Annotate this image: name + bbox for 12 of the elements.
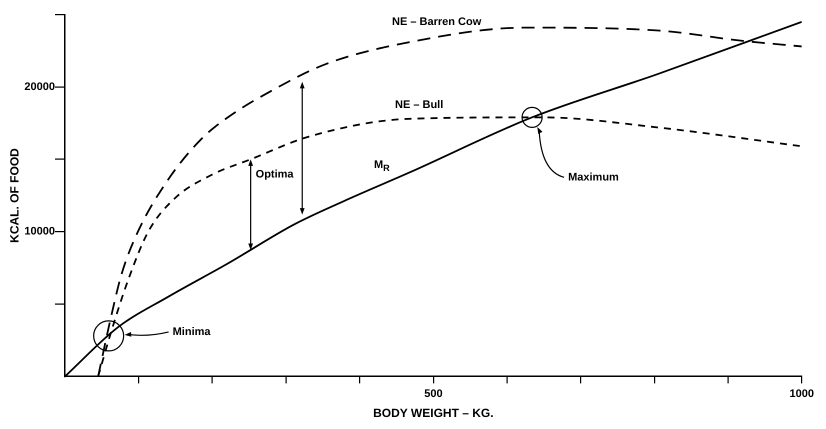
annotation: Optima: [256, 168, 294, 181]
x-axis-title: BODY WEIGHT – KG.: [373, 406, 494, 420]
y-tick-label: 10000: [24, 226, 55, 238]
annotation: Minima: [172, 326, 212, 338]
x-tick-label: 1000: [790, 388, 814, 400]
series-label: NE – Bull: [395, 98, 444, 112]
y-axis-title: KCAL. OF FOOD: [8, 148, 22, 243]
y-tick-label: 20000: [24, 80, 55, 93]
series-label: NE – Barren Cow: [392, 15, 482, 29]
annotation: Maximum: [568, 171, 620, 184]
x-tick-label: 500: [424, 388, 443, 400]
series-label: M$_{R}$: [374, 158, 390, 176]
